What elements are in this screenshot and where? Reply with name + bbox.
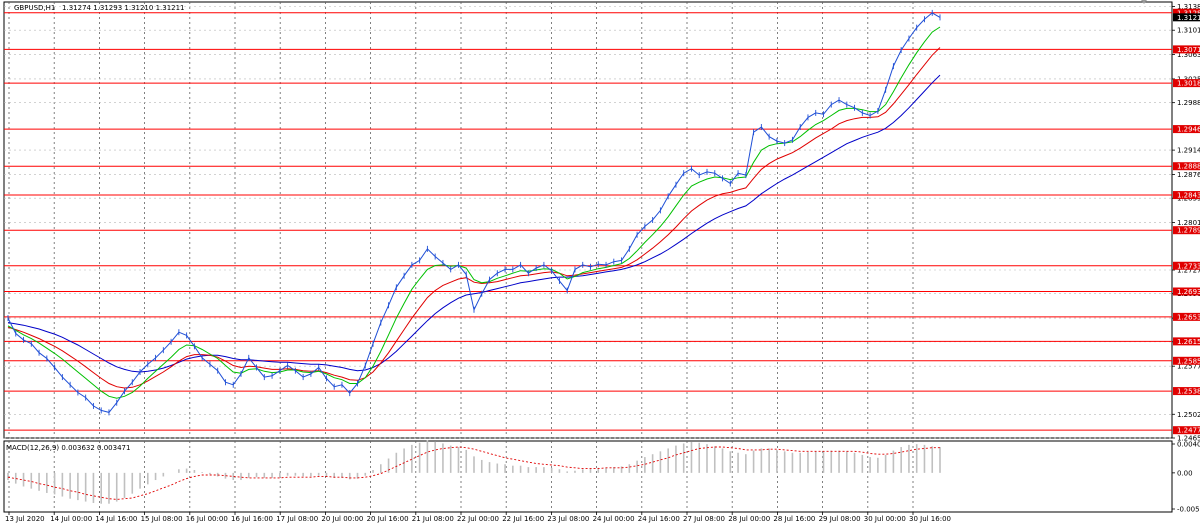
time-tick-label: 24 Jul 00:00	[593, 515, 635, 523]
main-plot-border	[3, 1, 1173, 439]
level-price-tag	[1173, 226, 1200, 235]
axes: 1.313801.310101.306301.302501.298801.291…	[5, 3, 1200, 523]
time-tick-label: 24 Jul 16:00	[638, 515, 680, 523]
chart-header: GBPUSD,H1 1.31274 1.31293 1.31210 1.3121…	[14, 4, 185, 12]
level-price-tag	[1173, 45, 1200, 54]
time-tick-label: 22 Jul 16:00	[502, 515, 544, 523]
chart-grid	[4, 2, 1172, 512]
macd-label: MACD(12,26,9)	[6, 444, 60, 452]
level-price-tag-text: 1.28439	[1177, 192, 1200, 200]
time-tick-label: 30 Jul 00:00	[864, 515, 906, 523]
level-price-tag	[1173, 125, 1200, 134]
level-price-tag	[1173, 261, 1200, 270]
price-tick-label: 1.29140	[1177, 147, 1200, 155]
level-price-tag-text: 1.26935	[1177, 288, 1200, 296]
chart-shift-marker-icon[interactable]	[1141, 0, 1147, 4]
price-tick-label: 1.29880	[1177, 99, 1200, 107]
time-tick-label: 16 Jul 00:00	[186, 515, 228, 523]
time-tick-label: 16 Jul 16:00	[231, 515, 273, 523]
level-price-tag	[1173, 79, 1200, 88]
time-tick-label: 15 Jul 08:00	[141, 515, 183, 523]
macd-plot-border	[3, 440, 1173, 513]
price-tick-label: 1.25770	[1177, 363, 1200, 371]
time-tick-label: 17 Jul 08:00	[276, 515, 318, 523]
level-price-tag-text: 1.26157	[1177, 338, 1200, 346]
current-price-tag-text: 1.31211	[1177, 14, 1200, 22]
level-price-tag	[1173, 312, 1200, 321]
symbol-label: GBPUSD,H1	[14, 4, 56, 12]
level-price-tag-text: 1.28889	[1177, 163, 1200, 171]
macd-values: 0.003632 0.003471	[61, 444, 131, 452]
level-price-tag	[1173, 356, 1200, 365]
current-price-tag	[1173, 13, 1200, 22]
price-tick-label: 1.24650	[1177, 435, 1200, 443]
price-tick-label: 1.31380	[1177, 3, 1200, 11]
time-tick-label: 20 Jul 00:00	[321, 515, 363, 523]
level-price-tag-text: 1.25382	[1177, 388, 1200, 396]
level-price-tag-text: 1.30185	[1177, 80, 1200, 88]
time-tick-label: 21 Jul 08:00	[412, 515, 454, 523]
macd-panel	[7, 440, 941, 504]
price-tick-label: 1.27270	[1177, 267, 1200, 275]
level-price-tag-text: 1.29468	[1177, 126, 1200, 134]
level-price-tag-text: 1.25854	[1177, 357, 1200, 365]
level-price-tag-text: 1.24772	[1177, 427, 1200, 435]
time-tick-label: 23 Jul 08:00	[547, 515, 589, 523]
time-tick-label: 22 Jul 00:00	[457, 515, 499, 523]
chart-series	[7, 9, 941, 416]
time-tick-label: 13 Jul 2020	[5, 515, 45, 523]
level-price-tag	[1173, 387, 1200, 396]
chart-frame	[3, 1, 1173, 513]
macd-tick-label: -0.005036	[1177, 506, 1200, 514]
time-tick-label: 28 Jul 16:00	[773, 515, 815, 523]
horizontal-levels	[4, 12, 1172, 431]
series-ma_mid-line	[7, 47, 941, 389]
time-tick-label: 14 Jul 00:00	[50, 515, 92, 523]
macd-header: MACD(12,26,9) 0.003632 0.003471	[6, 444, 130, 452]
macd-tick-label: 0.00	[1177, 469, 1193, 477]
series-ma_slow-line	[7, 74, 941, 373]
level-price-tag-text: 1.27336	[1177, 262, 1200, 270]
time-tick-label: 30 Jul 16:00	[909, 515, 951, 523]
series-price-line	[7, 12, 941, 413]
level-price-tag	[1173, 426, 1200, 435]
price-tick-label: 1.31010	[1177, 27, 1200, 35]
price-tick-label: 1.28010	[1177, 219, 1200, 227]
price-tick-label: 1.30630	[1177, 51, 1200, 59]
level-price-tag-text: 1.26539	[1177, 313, 1200, 321]
time-tick-label: 29 Jul 08:00	[819, 515, 861, 523]
level-price-tag	[1173, 287, 1200, 296]
price-tick-label: 1.25020	[1177, 411, 1200, 419]
level-price-tag	[1173, 8, 1200, 17]
level-price-tag	[1173, 191, 1200, 200]
price-tick-label: 1.28760	[1177, 171, 1200, 179]
macd-tick-label: 0.004022	[1177, 441, 1200, 449]
level-price-tag-text: 1.31282	[1177, 9, 1200, 17]
level-price-tag	[1173, 337, 1200, 346]
time-tick-label: 27 Jul 08:00	[683, 515, 725, 523]
time-tick-label: 20 Jul 16:00	[367, 515, 409, 523]
ohlc-values: 1.31274 1.31293 1.31210 1.31211	[62, 4, 185, 12]
time-tick-label: 28 Jul 00:00	[728, 515, 770, 523]
level-price-tag	[1173, 162, 1200, 171]
time-tick-label: 14 Jul 16:00	[95, 515, 137, 523]
